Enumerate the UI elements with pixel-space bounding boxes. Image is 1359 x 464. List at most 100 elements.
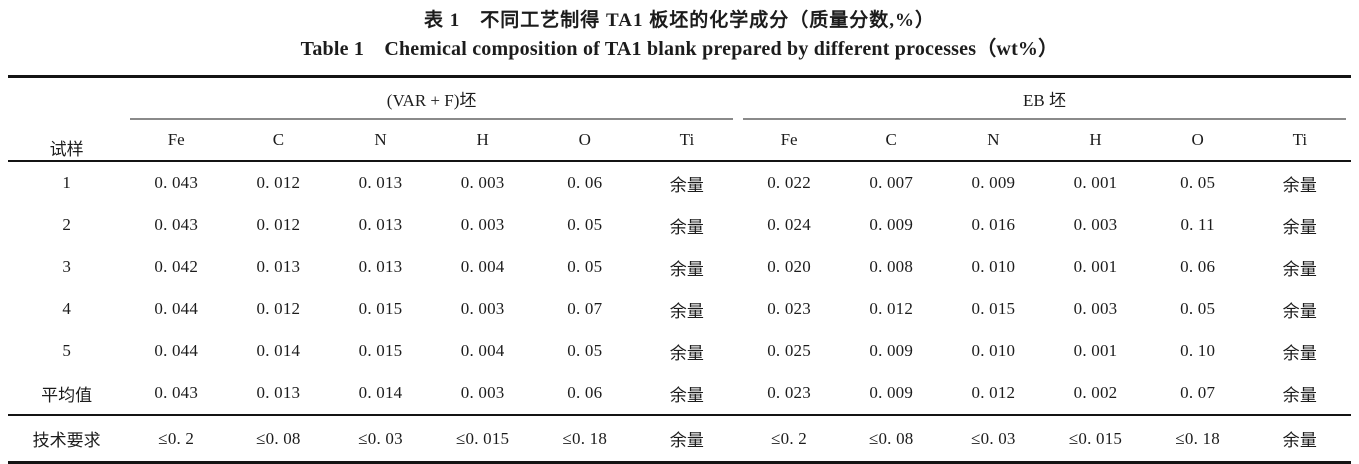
table-cell: 0. 05 [567, 257, 603, 276]
table-cell: 0. 001 [1073, 173, 1118, 192]
table-cell: ≤0. 2 [738, 414, 841, 463]
table-cell: ≤0. 08 [227, 414, 330, 463]
row-label: 1 [62, 173, 71, 192]
table-cell: 0. 043 [154, 173, 199, 192]
table-cell: 余量 [635, 414, 739, 463]
table-cell: ≤0. 015 [431, 414, 534, 463]
table-cell: 0. 015 [358, 341, 403, 360]
table-cell: ≤0. 2 [125, 414, 228, 463]
table-cell: 0. 020 [767, 257, 811, 276]
column-header: Fe [125, 120, 228, 162]
column-header: C [840, 120, 943, 162]
table-cell: 余量 [1282, 175, 1318, 195]
table-cell: 0. 009 [869, 215, 914, 234]
table-cell: 0. 07 [1180, 383, 1216, 402]
table-cell: 0. 013 [358, 173, 403, 192]
table-cell: 0. 042 [154, 257, 199, 276]
row-label: 4 [62, 299, 71, 318]
table-cell: ≤0. 18 [1146, 414, 1249, 463]
group-header-var-f: (VAR + F)坯 [125, 77, 738, 120]
table-cell: 0. 014 [256, 341, 301, 360]
column-header: C [227, 120, 330, 162]
table-cell: 0. 044 [154, 341, 199, 360]
table-cell: ≤0. 03 [329, 414, 432, 463]
table-row: 5 0. 044 0. 014 0. 015 0. 004 0. 05 余量 0… [8, 330, 1351, 372]
table-cell: 0. 043 [154, 383, 199, 402]
table-cell: 0. 06 [567, 383, 603, 402]
group-header-eb-label: EB 坯 [743, 86, 1346, 120]
table-row: 3 0. 042 0. 013 0. 013 0. 004 0. 05 余量 0… [8, 246, 1351, 288]
table-cell: 余量 [669, 301, 705, 321]
table-row: 4 0. 044 0. 012 0. 015 0. 003 0. 07 余量 0… [8, 288, 1351, 330]
table-cell: 0. 010 [971, 341, 1016, 360]
column-header: Fe [738, 120, 841, 162]
table-cell: 0. 013 [256, 383, 301, 402]
column-header: O [1146, 120, 1249, 162]
table-cell: 0. 07 [567, 299, 603, 318]
table-cell: 0. 012 [256, 299, 301, 318]
table-cell: 余量 [1282, 301, 1318, 321]
column-header: H [431, 120, 534, 162]
column-header: N [329, 120, 432, 162]
table-row-spec: 技术要求 ≤0. 2 ≤0. 08 ≤0. 03 ≤0. 015 ≤0. 18 … [8, 414, 1351, 463]
column-header: Ti [635, 120, 739, 162]
table-cell: 0. 05 [1180, 299, 1216, 318]
table-cell: 余量 [1248, 414, 1351, 463]
table-row: 1 0. 043 0. 012 0. 013 0. 003 0. 06 余量 0… [8, 161, 1351, 204]
table-cell: 0. 043 [154, 215, 199, 234]
table-title-zh: 表 1 不同工艺制得 TA1 板坯的化学成分（质量分数,%） [424, 10, 935, 31]
table-cell: 0. 014 [358, 383, 403, 402]
table-cell: 0. 023 [767, 299, 811, 318]
table-cell: 0. 025 [767, 341, 811, 360]
table-cell: 0. 007 [869, 173, 914, 192]
table-cell: 0. 05 [1180, 173, 1216, 192]
table-cell: 0. 015 [971, 299, 1016, 318]
table-cell: 0. 004 [460, 257, 505, 276]
table-cell: 0. 013 [256, 257, 301, 276]
table-cell: 余量 [1282, 385, 1318, 405]
table-cell: 0. 003 [1073, 215, 1118, 234]
table-cell: 0. 044 [154, 299, 199, 318]
table-cell: 0. 012 [971, 383, 1016, 402]
group-header-eb: EB 坯 [738, 77, 1351, 120]
row-label: 3 [62, 257, 71, 276]
table-cell: 0. 024 [767, 215, 811, 234]
table-cell: 0. 002 [1073, 383, 1118, 402]
table-cell: 0. 016 [971, 215, 1016, 234]
table-cell: 0. 012 [256, 173, 301, 192]
element-header-row: Fe C N H O Ti Fe C N H O Ti [8, 120, 1351, 162]
table-cell: 0. 10 [1180, 341, 1216, 360]
table-cell: 0. 008 [869, 257, 914, 276]
table-cell: 0. 004 [460, 341, 505, 360]
table-cell: 0. 023 [767, 383, 811, 402]
table-cell: 0. 009 [971, 173, 1016, 192]
table-cell: 0. 022 [767, 173, 811, 192]
table-cell: 余量 [1282, 217, 1318, 237]
table-cell: 余量 [669, 385, 705, 405]
row-label: 平均值 [41, 385, 93, 405]
table-cell: 0. 003 [460, 383, 505, 402]
column-header: O [533, 120, 636, 162]
composition-table: 试样 (VAR + F)坯 EB 坯 Fe C N H O Ti Fe C N … [8, 75, 1351, 464]
table-cell: 0. 012 [256, 215, 301, 234]
column-header: Ti [1248, 120, 1351, 162]
table-row: 平均值 0. 043 0. 013 0. 014 0. 003 0. 06 余量… [8, 372, 1351, 415]
group-header-var-f-label: (VAR + F)坯 [130, 86, 734, 120]
table-cell: 余量 [669, 217, 705, 237]
table-cell: 0. 001 [1073, 341, 1118, 360]
table-cell: 余量 [669, 259, 705, 279]
table-cell: 0. 003 [460, 215, 505, 234]
table-cell: 0. 003 [1073, 299, 1118, 318]
table-cell: 0. 015 [358, 299, 403, 318]
table-cell: 余量 [669, 343, 705, 363]
table-title-en: Table 1 Chemical composition of TA1 blan… [300, 38, 1059, 60]
table-cell: 0. 11 [1180, 215, 1215, 234]
table-cell: ≤0. 18 [533, 414, 636, 463]
group-header-row: 试样 (VAR + F)坯 EB 坯 [8, 76, 1351, 162]
table-cell: 余量 [669, 175, 705, 195]
table-cell: 0. 010 [971, 257, 1016, 276]
table-cell: 0. 003 [460, 173, 505, 192]
row-label: 技术要求 [8, 414, 126, 463]
table-cell: 0. 012 [869, 299, 914, 318]
